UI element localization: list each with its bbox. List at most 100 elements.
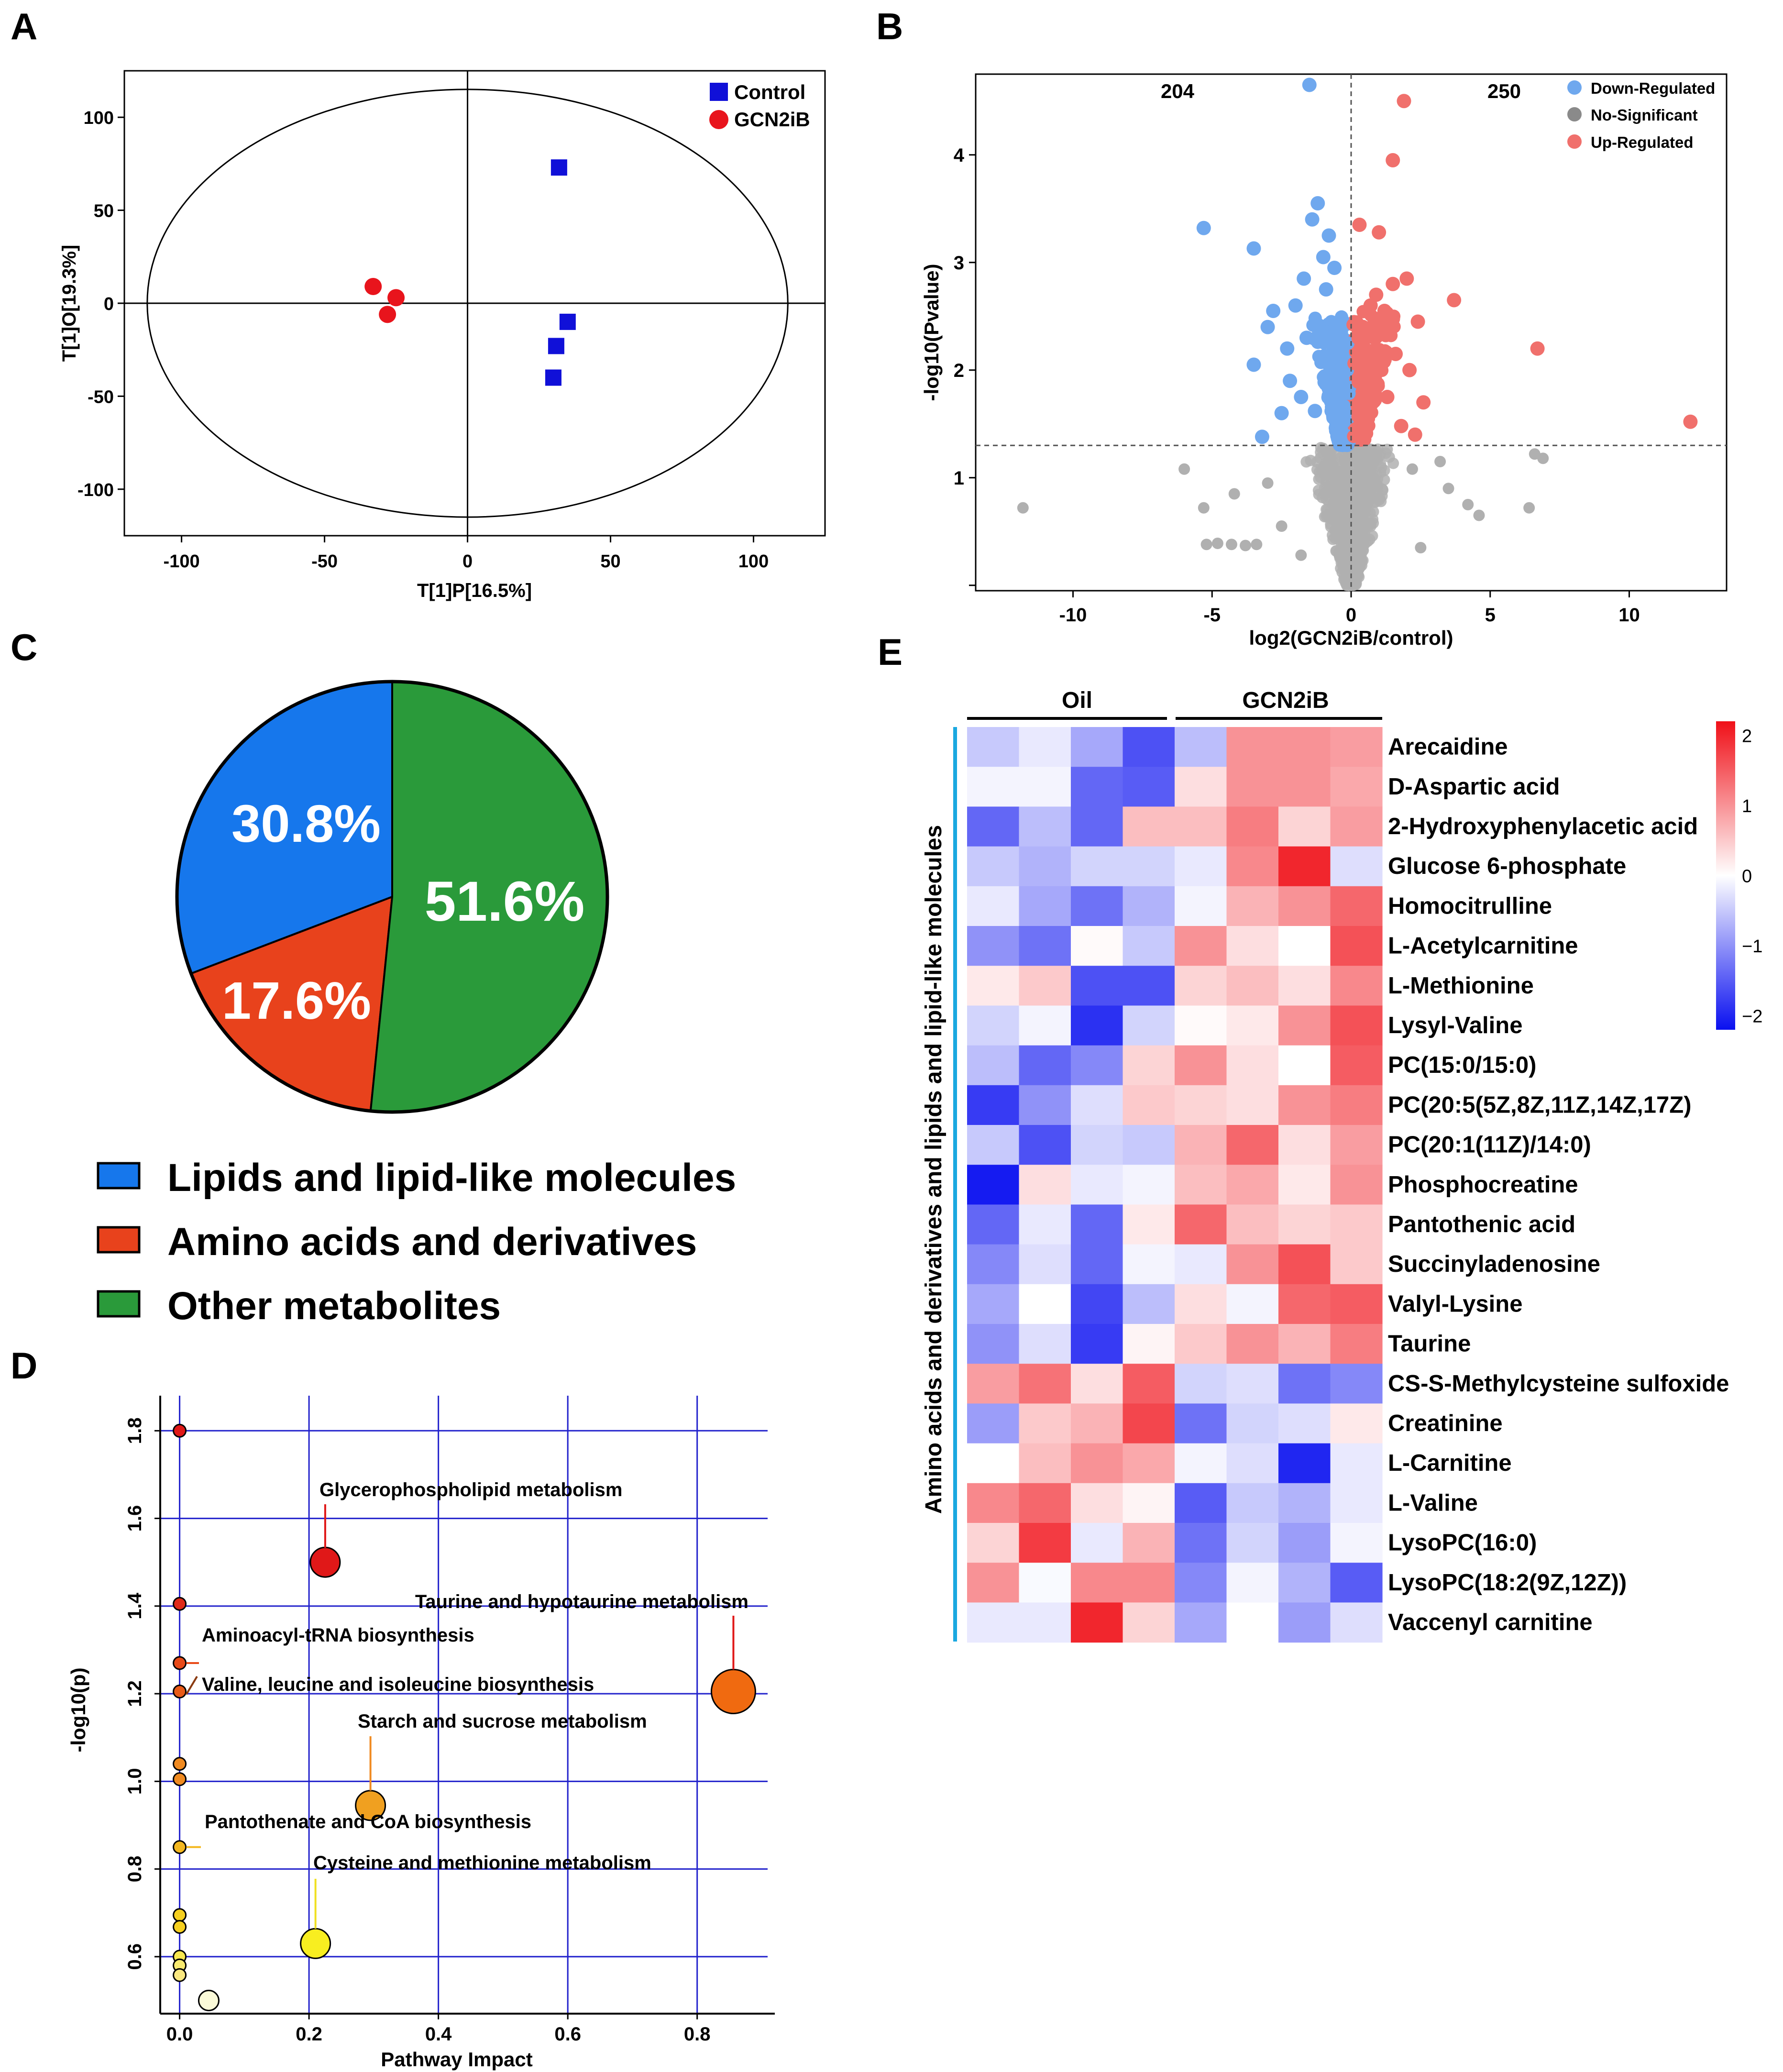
down-regulated-point [1320,325,1333,339]
up-regulated-point [1394,419,1409,433]
up-regulated-point [1351,331,1365,345]
heatmap-cell [967,1244,1020,1285]
heatmap-cell [967,886,1020,926]
y-tick-label-d: 1.4 [124,1592,145,1619]
heatmap-cell [967,1204,1020,1245]
nonsig-point [1383,451,1395,463]
y-tick-label-a: 0 [104,294,114,314]
nonsig-point [1251,539,1263,551]
nonsig-point [1240,540,1252,551]
heatmap-cell [1071,1165,1123,1205]
heatmap-cell [1019,1005,1071,1046]
x-tick-label-d: 0.8 [684,2024,711,2045]
heatmap-cell [1278,1403,1331,1444]
down-regulated-point [1280,341,1295,356]
up-regulated-point [1379,345,1393,359]
pie-outline [175,680,609,1114]
up-regulated-point [1416,395,1431,410]
heatmap-cell [1123,1244,1175,1285]
heatmap-cell [1071,1284,1123,1324]
pathway-label: Aminoacyl-tRNA biosynthesis [202,1625,474,1646]
nonsig-point [1354,530,1365,542]
gcn2ib-point [379,306,396,323]
color-scale-ticks: 2 1 0 −1 −2 [1742,726,1762,1026]
pathway-point [173,1423,187,1438]
down-regulated-point [1316,250,1331,265]
heatmap-cell [1175,846,1227,887]
nonsig-point [1344,545,1356,557]
heatmap-cell [967,1483,1020,1523]
heatmap-cell [1019,1324,1071,1364]
nonsig-point [1353,556,1365,568]
panel-label-d: D [11,1345,37,1387]
heatmap-cell [1019,926,1071,966]
heatmap-cell [967,806,1020,847]
heatmap-cell [1019,767,1071,807]
down-regulated-point [1317,336,1331,350]
heatmap-cell [1226,1165,1279,1205]
pathway-point [173,1656,187,1670]
heatmap-cell [1071,767,1123,807]
pathway-point [173,1908,187,1922]
nonsig-point [1406,463,1418,475]
heatmap-cell [1071,846,1123,887]
ticks-d: 0.0 0.2 0.4 0.6 0.8 1.8 1.6 1.4 1.2 1.0 0.8 0.6 [124,1418,710,2045]
heatmap-cell [1330,727,1383,767]
legend-lipids-label: Lipids and lipid-like molecules [167,1156,736,1200]
panel-label-b: B [876,5,903,47]
up-regulated-point [1386,153,1400,167]
pie-label-amino: 17.6% [222,971,371,1030]
heatmap-cell [1226,886,1279,926]
heatmap-row-label: Glucose 6-phosphate [1388,853,1626,879]
y-tick-label-d: 1.6 [124,1505,145,1532]
heatmap-cell [1071,1125,1123,1165]
heatmap-cell [1071,1403,1123,1444]
up-regulated-point [1374,320,1387,334]
legend-down-label: Down-Regulated [1591,79,1715,97]
heatmap-row-label: Homocitrulline [1388,893,1552,919]
nonsig-point [1347,449,1359,461]
heatmap-cell [1123,1523,1175,1563]
heatmap-cell [1019,1125,1071,1165]
pathway-point [173,1685,187,1699]
color-scale-tick-label: 2 [1742,726,1752,746]
legend-other-swatch [97,1290,141,1318]
nonsig-point [1178,463,1190,475]
heatmap-cell [1226,926,1279,966]
legend-gcn2ib-swatch [709,110,728,129]
heatmap-cell [1175,727,1227,767]
legend-lipids-swatch [97,1162,141,1190]
heatmap-row-label: Lysyl-Valine [1388,1013,1522,1038]
down-regulated-point [1283,374,1298,388]
up-regulated-point [1387,312,1400,326]
heatmap-row-label: Taurine [1388,1331,1471,1357]
y-tick-label-d: 1.2 [124,1680,145,1707]
heatmap-cell [1278,1324,1331,1364]
heatmap-row-label: L-Carnitine [1388,1450,1512,1476]
heatmap-cell [1278,846,1331,887]
y-tick-label-b: 3 [954,253,964,274]
pathway-point [173,1597,187,1611]
nonsig-point [1523,502,1535,514]
heatmap-cell [1175,1085,1227,1125]
nonsig-point [1331,516,1343,528]
control-point [550,159,567,176]
heatmap-cell [1071,1005,1123,1046]
color-scale-bar [1716,721,1735,1030]
heatmap-cell [967,1005,1020,1046]
pathway-point [198,1990,220,2012]
heatmap-cell [1123,1324,1175,1364]
heatmap-cell [1278,806,1331,847]
heatmap-cell [1123,1403,1175,1444]
down-regulated-point [1297,271,1311,286]
heatmap-cell [1278,886,1331,926]
pathway-label: Starch and sucrose metabolism [358,1711,647,1732]
heatmap-cell [967,1165,1020,1205]
heatmap-cell [1071,1244,1123,1285]
heatmap-cell [1278,926,1331,966]
heatmap-cell [1226,727,1279,767]
x-tick-label-a: 50 [600,551,620,572]
down-regulated-point [1255,430,1269,444]
heatmap-cell [1175,1563,1227,1603]
